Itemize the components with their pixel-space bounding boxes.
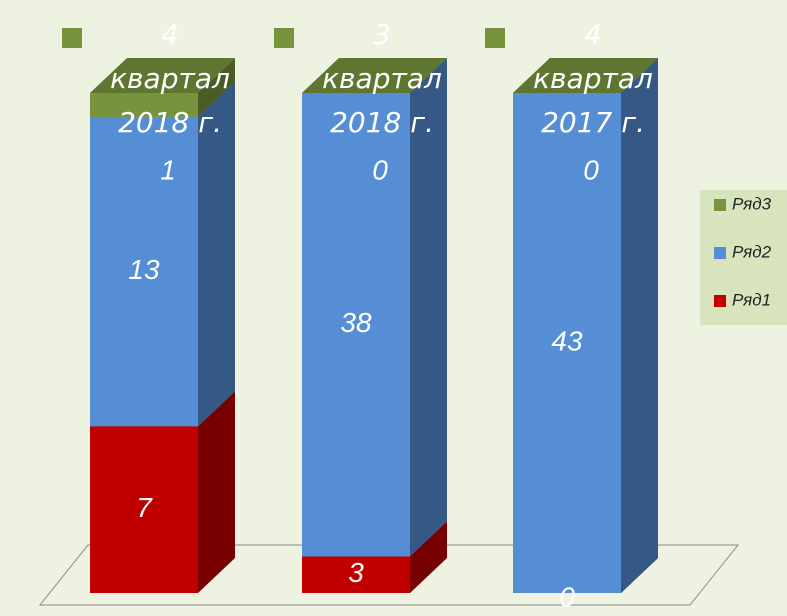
bar-front (302, 556, 410, 593)
bar-side (621, 58, 658, 593)
bar-front (90, 93, 198, 117)
category-label: 4 квартал 2018 г. (110, 18, 230, 139)
bar-front (90, 116, 198, 427)
legend-label: Ряд2 (732, 242, 772, 261)
category-label-box: 3 квартал 2018 г. (322, 18, 442, 139)
legend-label: Ряд3 (732, 194, 772, 213)
data-label: 0 (559, 581, 575, 612)
label-key (62, 28, 82, 48)
legend-label: Ряд1 (732, 290, 771, 309)
bar-top (513, 58, 658, 93)
data-label: 43 (551, 325, 583, 356)
bar-side (198, 391, 235, 593)
bar-side (198, 58, 235, 117)
category-label: 3 квартал 2018 г. (322, 18, 442, 139)
bar-segment (90, 58, 235, 117)
bar-top (302, 58, 447, 93)
data-label: 3 (348, 557, 364, 588)
category-label: 4 квартал 2017 г. (533, 18, 653, 139)
bar-side (410, 58, 447, 557)
label-key (274, 28, 294, 48)
bar-front (90, 426, 198, 593)
data-label: 13 (128, 254, 160, 285)
legend-key (714, 295, 726, 307)
bar-front (513, 93, 621, 593)
data-label: 0 (583, 154, 599, 185)
legend-key (714, 199, 726, 211)
data-label: 7 (136, 492, 153, 523)
floor (38, 544, 740, 606)
category-label-box: 4 квартал 2018 г. (110, 18, 230, 139)
bar-segment (513, 58, 658, 93)
bar-top (90, 58, 235, 93)
bar-side (198, 81, 235, 427)
legend-key (714, 247, 726, 259)
label-key (485, 28, 505, 48)
bar-segment (302, 58, 447, 557)
data-label: 38 (340, 307, 372, 338)
data-label: 1 (160, 154, 176, 185)
bar-front (302, 93, 410, 557)
bar-segment (302, 58, 447, 93)
data-label: 0 (372, 154, 388, 185)
bar-side (410, 521, 447, 593)
category-label-box: 4 квартал 2017 г. (533, 18, 653, 139)
